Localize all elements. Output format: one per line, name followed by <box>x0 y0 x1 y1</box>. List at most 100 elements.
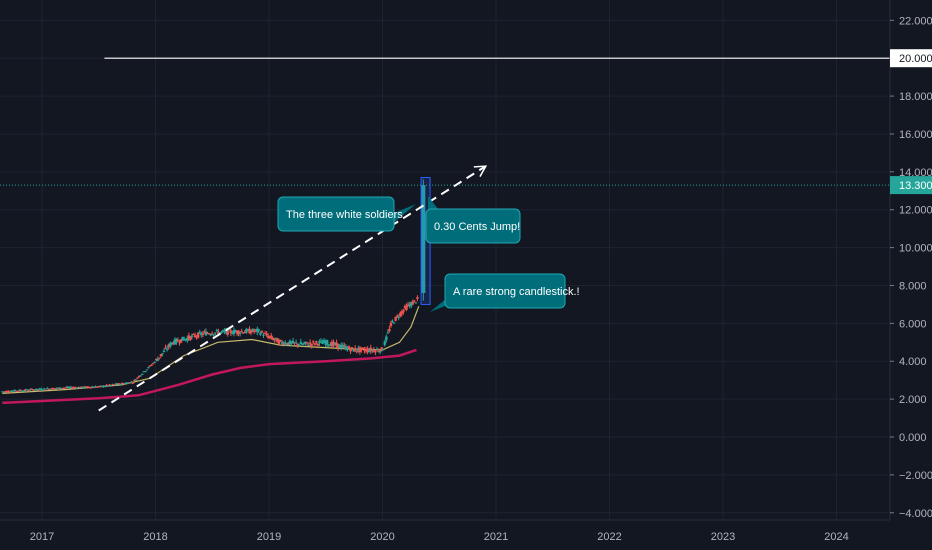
candle-body <box>315 341 318 343</box>
candle-body <box>147 367 150 369</box>
candle-body <box>75 387 79 389</box>
candle-body <box>276 338 279 343</box>
candle-body <box>299 341 302 344</box>
candle-body <box>35 388 38 390</box>
candle-body <box>18 389 21 392</box>
candle-body <box>274 337 278 339</box>
candle-body <box>55 387 58 389</box>
candle-body <box>119 384 122 386</box>
resistance-price-label: 20.000 <box>899 53 932 65</box>
resistance-price-tag <box>890 49 932 68</box>
price-tick-label: 2.000 <box>899 394 927 406</box>
candle-body <box>352 349 355 352</box>
candle-body <box>204 331 208 336</box>
candle-body <box>181 336 184 341</box>
price-axis-bg <box>890 0 932 550</box>
candle-body <box>184 338 187 340</box>
candle-body <box>165 348 169 350</box>
candle-body <box>187 335 191 339</box>
candle-body <box>36 389 40 391</box>
candle-body <box>287 342 290 345</box>
candle-body <box>319 340 323 342</box>
candle-body <box>389 322 393 327</box>
candle-body <box>1 391 4 393</box>
candle-body <box>358 347 362 352</box>
candle-body <box>10 391 13 393</box>
candle-body <box>176 340 180 342</box>
candle-body <box>7 390 10 392</box>
callout-text: 0.30 Cents Jump! <box>434 221 520 233</box>
candle-body <box>71 387 74 389</box>
candle-body <box>29 389 32 391</box>
price-tick-label: 12.000 <box>899 205 932 217</box>
candle-body <box>46 388 49 390</box>
candle-body <box>268 335 271 337</box>
candle-body <box>33 389 37 391</box>
candle-body <box>210 333 214 335</box>
candle-body <box>85 386 88 388</box>
candle-body <box>228 329 231 331</box>
time-tick-label: 2018 <box>143 531 167 543</box>
candle-body <box>128 382 131 384</box>
candle-body <box>257 329 261 331</box>
candle-body <box>221 330 225 332</box>
candle-body <box>338 344 341 348</box>
candle-body <box>388 328 391 332</box>
candle-body <box>19 390 23 392</box>
candle-body <box>381 349 385 351</box>
candle-body <box>369 347 372 352</box>
candle-body <box>196 332 200 338</box>
candle-body <box>301 343 304 345</box>
time-tick-label: 2019 <box>257 531 281 543</box>
candle-body <box>100 385 103 387</box>
candle-body <box>123 383 127 385</box>
candle-body <box>74 387 77 389</box>
candle-body <box>243 331 247 333</box>
candle-body <box>413 300 416 302</box>
candle-body <box>249 331 253 334</box>
candle-body <box>394 316 397 321</box>
candle-body <box>242 332 245 334</box>
candle-body <box>277 340 281 345</box>
candle-body <box>380 347 383 352</box>
candle-body <box>355 350 358 352</box>
candle-body <box>144 371 147 373</box>
callout-box <box>425 208 521 244</box>
callout-box <box>277 196 395 232</box>
candle-body <box>282 343 285 345</box>
candle-body <box>293 342 296 344</box>
candle-body <box>361 347 365 349</box>
candle-body <box>198 332 201 334</box>
candle-body <box>402 310 405 313</box>
candle-body <box>288 340 292 345</box>
candle-body <box>122 383 125 385</box>
candle-body <box>265 333 268 336</box>
price-tick-label: 22.000 <box>899 15 932 27</box>
candle-body <box>368 350 371 352</box>
candle-body <box>186 337 189 341</box>
candle-body <box>405 305 408 310</box>
candle-body <box>137 376 141 378</box>
candle-body <box>220 331 223 333</box>
candle-body <box>61 387 65 389</box>
candle-body <box>15 390 18 392</box>
candle-body <box>83 386 86 388</box>
candle-body <box>349 349 352 352</box>
candle-body <box>60 388 63 390</box>
candle-body <box>86 386 89 388</box>
candle-body <box>161 353 164 355</box>
price-tick-label: 14.000 <box>899 167 932 179</box>
candle-body <box>11 390 15 392</box>
moving-average-line <box>2 348 417 405</box>
candle-body <box>224 330 228 333</box>
candle-body <box>240 331 243 333</box>
candle-body <box>67 387 71 389</box>
candle-body <box>256 328 259 333</box>
candle-body <box>296 343 299 346</box>
price-tick-label: 0.000 <box>899 432 927 444</box>
candle-body <box>263 333 267 335</box>
candle-body <box>360 347 363 351</box>
candle-body <box>103 386 107 388</box>
candle-body <box>97 386 100 388</box>
candle-body <box>44 389 48 391</box>
